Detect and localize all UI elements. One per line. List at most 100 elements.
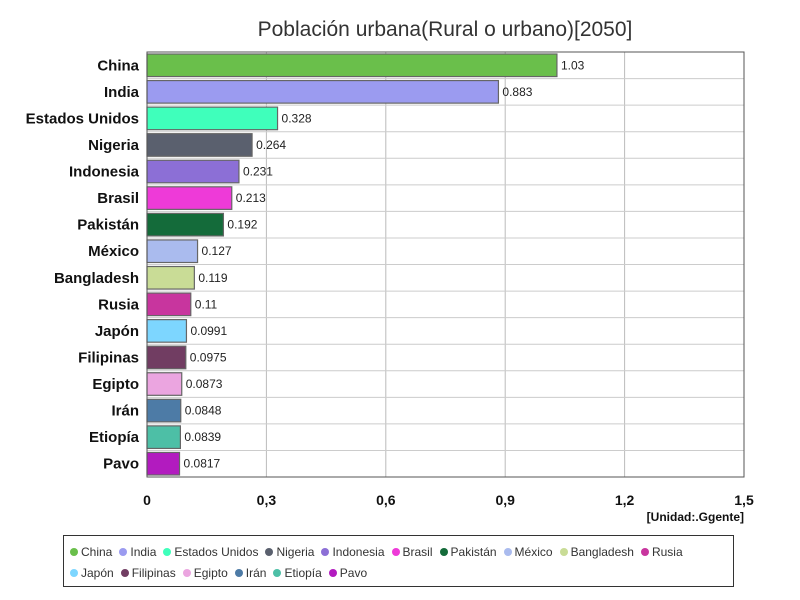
value-label: 0.0873 — [186, 377, 223, 391]
legend-item: Pakistán — [439, 542, 497, 563]
legend-label: Filipinas — [131, 566, 176, 580]
category-label: Egipto — [92, 376, 139, 393]
legend-item: Nigeria — [265, 542, 314, 563]
category-label: Rusia — [98, 296, 140, 313]
value-label: 0.264 — [256, 138, 286, 152]
chart-title: Población urbana(Rural o urbano)[2050] — [258, 18, 633, 41]
category-label: India — [104, 84, 140, 101]
legend-item: China — [70, 542, 112, 563]
value-label: 0.231 — [243, 165, 273, 179]
legend-item: Filipinas — [120, 563, 176, 584]
x-tick-label: 0,3 — [257, 492, 277, 508]
legend-label: India — [130, 545, 157, 559]
legend-label: Brasil — [402, 545, 433, 559]
category-label: Brasil — [97, 190, 139, 207]
x-tick-label: 0,9 — [495, 492, 515, 508]
x-axis-ticks: 0 0,3 0,6 0,9 1,2 1,5 — [143, 492, 754, 508]
legend-swatch — [391, 548, 400, 556]
value-label: 0.192 — [227, 218, 257, 232]
legend-swatch — [559, 548, 568, 556]
legend-swatch — [120, 569, 129, 577]
x-tick-label: 0 — [143, 492, 151, 508]
bar-pavo — [146, 451, 181, 476]
legend-item: Rusia — [640, 542, 683, 563]
legend-swatch — [163, 548, 172, 556]
category-label: Japón — [95, 323, 139, 340]
value-label: 0.0839 — [184, 430, 221, 444]
bar-pakistán — [146, 212, 225, 237]
bar-nigeria — [146, 133, 253, 157]
legend-swatch — [640, 548, 649, 556]
value-label: 0.213 — [236, 191, 266, 205]
value-label: 0.328 — [282, 111, 312, 125]
legend-swatch — [503, 548, 512, 556]
bar-china — [146, 53, 558, 78]
legend-item: Etiopía — [273, 563, 322, 584]
unit-label: [Unidad:.Ggente] — [647, 510, 744, 524]
category-label: China — [97, 57, 139, 74]
legend-swatch — [182, 569, 191, 577]
legend-label: Japón — [81, 566, 114, 580]
bar-india — [146, 79, 500, 104]
plot-area — [146, 51, 745, 478]
legend: China India Estados Unidos Nigeria Indonesia… — [63, 535, 734, 587]
category-label: Filipinas — [78, 349, 139, 366]
x-tick-label: 0,6 — [376, 492, 396, 508]
legend-label: Rusia — [651, 545, 683, 559]
legend-item: Brasil — [391, 542, 433, 563]
legend-item: India — [119, 542, 156, 563]
value-label: 0.883 — [502, 85, 532, 99]
x-tick-label: 1,5 — [734, 492, 754, 508]
legend-item: Egipto — [182, 563, 228, 584]
category-labels: China India Estados Unidos Nigeria Indonesia… — [26, 57, 140, 472]
legend-item: Japón — [70, 563, 114, 584]
legend-label: Indonesia — [332, 545, 385, 559]
legend-swatch — [234, 569, 243, 577]
value-label: 1.03 — [561, 58, 585, 72]
legend-swatch — [321, 548, 330, 556]
bar-brasil — [146, 186, 233, 210]
legend-label: Irán — [245, 566, 267, 580]
bar-irán — [146, 398, 182, 423]
value-label: 0.0848 — [185, 404, 222, 418]
legend-swatch — [439, 548, 448, 556]
legend-swatch — [70, 548, 78, 556]
legend-swatch — [273, 569, 282, 577]
value-label: 0.0991 — [190, 324, 227, 338]
legend-item: Bangladesh — [559, 542, 634, 563]
value-labels: 1.03 0.883 0.328 0.264 0.231 0.213 0.192 0.127 0… — [184, 58, 585, 470]
legend-label: Pavo — [339, 566, 368, 580]
legend-swatch — [265, 548, 274, 556]
legend-label: Estados Unidos — [174, 545, 259, 559]
bar-bangladesh — [146, 265, 195, 290]
value-label: 0.0817 — [184, 457, 221, 471]
legend-swatch — [119, 548, 128, 556]
legend-swatch — [328, 569, 337, 577]
category-label: Pakistán — [77, 217, 139, 234]
bar-filipinas — [146, 345, 187, 370]
bar-méxico — [146, 239, 199, 264]
bar-egipto — [146, 372, 183, 396]
legend-label: Etiopía — [284, 566, 322, 580]
legend-label: México — [514, 545, 553, 559]
category-label: Indonesia — [69, 164, 140, 181]
legend-label: China — [81, 545, 113, 559]
category-label: Irán — [111, 403, 139, 420]
x-tick-label: 1,2 — [615, 492, 635, 508]
legend-swatch — [70, 569, 78, 577]
category-label: Pavo — [103, 456, 139, 473]
legend-label: Pakistán — [450, 545, 497, 559]
category-label: Estados Unidos — [26, 110, 139, 127]
legend-label: Egipto — [193, 566, 228, 580]
category-label: México — [88, 243, 139, 260]
value-label: 0.11 — [195, 297, 218, 311]
legend-item: Estados Unidos — [163, 542, 258, 563]
value-label: 0.127 — [202, 244, 232, 258]
bar-japón — [146, 319, 188, 343]
category-label: Bangladesh — [54, 270, 139, 287]
value-label: 0.119 — [198, 271, 227, 285]
legend-item: Indonesia — [321, 542, 385, 563]
legend-label: Nigeria — [276, 545, 315, 559]
bar-indonesia — [146, 159, 240, 184]
